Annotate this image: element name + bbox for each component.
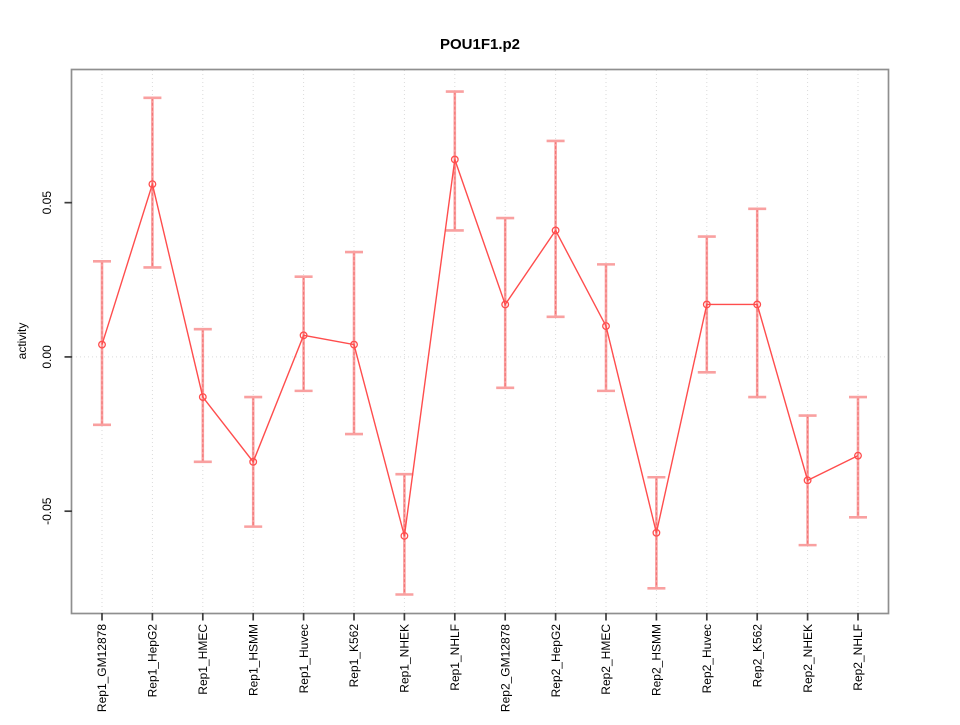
data-point (854, 451, 862, 460)
x-tick-label: Rep1_HSMM (246, 624, 260, 696)
data-point (299, 331, 308, 340)
data-point (602, 322, 610, 331)
data-point (551, 226, 560, 235)
data-point (98, 340, 106, 349)
data-point (501, 300, 510, 309)
x-tick-label: Rep2_HSMM (650, 624, 664, 696)
chart-title: POU1F1.p2 (439, 36, 521, 53)
y-tick-label: 0.00 (40, 345, 54, 369)
x-tick-label: Rep2_NHLF (851, 624, 865, 691)
data-point (249, 457, 258, 466)
y-tick-label: 0.05 (40, 191, 54, 215)
x-tick-label: Rep1_NHEK (398, 624, 412, 693)
data-point (652, 528, 661, 537)
y-tick-label: -0.05 (40, 497, 54, 525)
y-axis-label: activity (15, 322, 29, 360)
x-tick-label: Rep1_K562 (347, 624, 361, 688)
data-point (400, 531, 409, 540)
data-point (450, 155, 459, 164)
x-tick-label: Rep1_NHLF (448, 624, 462, 691)
x-tick-label: Rep1_HepG2 (146, 624, 160, 698)
data-point (148, 180, 157, 189)
data-point (198, 393, 207, 401)
x-tick-label: Rep2_HepG2 (549, 624, 563, 698)
x-tick-label: Rep2_GM12878 (498, 624, 512, 712)
x-tick-label: Rep2_HMEC (599, 624, 613, 695)
data-point (803, 476, 812, 485)
data-point (702, 300, 711, 309)
x-tick-label: Rep2_K562 (750, 624, 764, 688)
x-tick-label: Rep1_HMEC (196, 624, 210, 695)
data-point (753, 300, 762, 309)
x-tick-label: Rep1_GM12878 (95, 624, 109, 712)
x-tick-label: Rep2_NHEK (801, 624, 815, 693)
x-tick-label: Rep1_Huvec (297, 624, 311, 693)
plot-box-border (70, 68, 890, 615)
data-point (350, 340, 358, 349)
series-line (101, 159, 859, 537)
x-tick-label: Rep2_Huvec (700, 624, 714, 693)
